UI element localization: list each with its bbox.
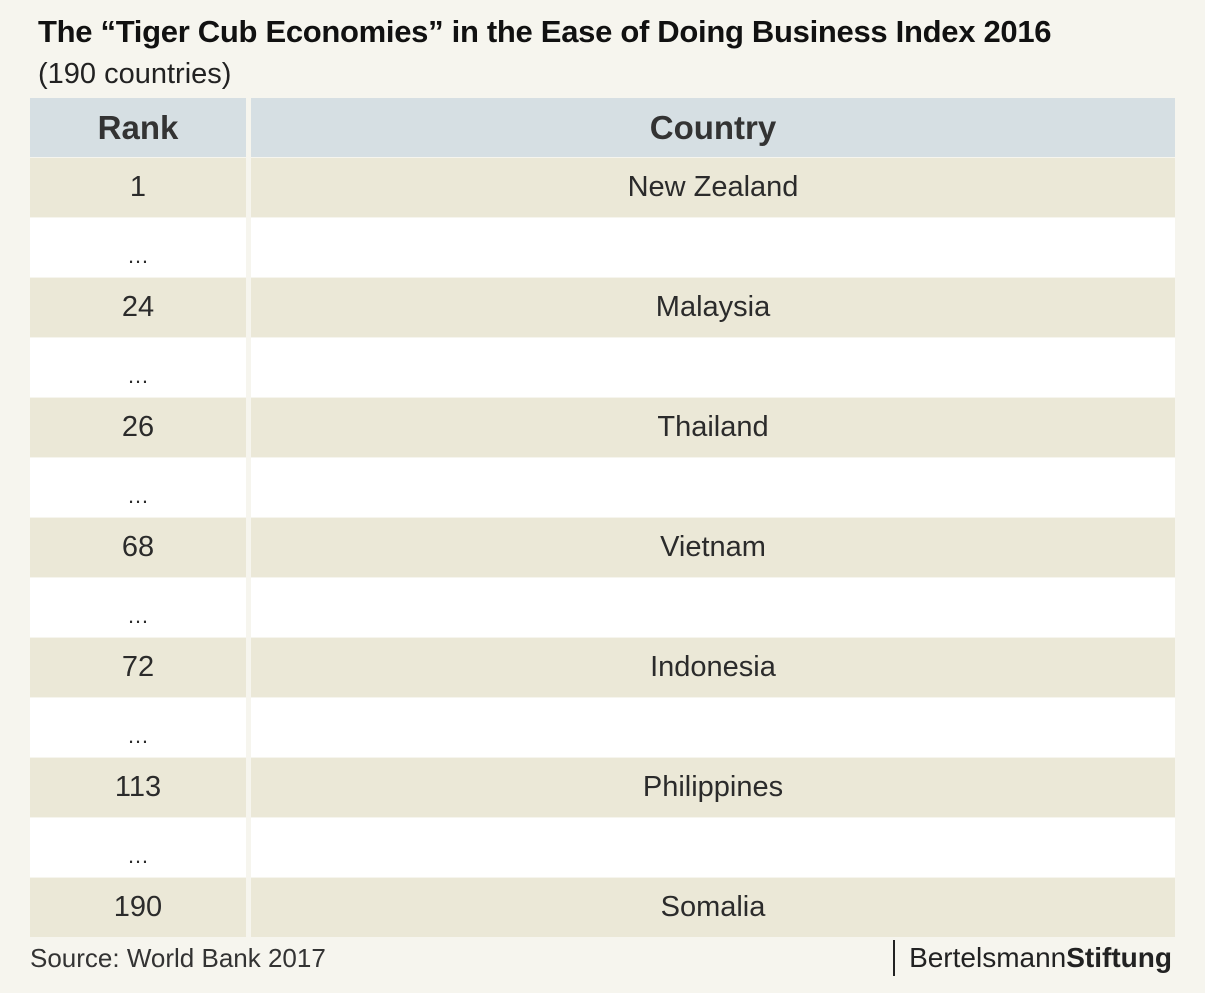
table-row: …	[30, 218, 1175, 277]
rank-cell: 113	[30, 758, 246, 817]
bertelsmann-stiftung-logo: Bertelsmann Stiftung	[893, 940, 1172, 976]
table-row: 68 Vietnam	[30, 518, 1175, 577]
country-cell: Thailand	[251, 398, 1175, 457]
rank-cell: …	[30, 698, 246, 757]
table-row: 1 New Zealand	[30, 158, 1175, 217]
table-body: 1 New Zealand… 24 Malaysia… 26 Thailand… 68 Vie…	[30, 158, 1175, 937]
logo-part-bertelsmann: Bertelsmann	[909, 942, 1067, 973]
table-row: …	[30, 458, 1175, 517]
country-cell: Somalia	[251, 878, 1175, 937]
country-cell	[251, 818, 1175, 877]
ranking-table: Rank Country 1 New Zealand… 24 Malaysia… 26 T…	[30, 98, 1175, 938]
rank-cell: …	[30, 578, 246, 637]
country-cell	[251, 698, 1175, 757]
table-row: 26 Thailand	[30, 398, 1175, 457]
rank-cell: 68	[30, 518, 246, 577]
table-row: …	[30, 578, 1175, 637]
country-cell	[251, 458, 1175, 517]
country-cell: Malaysia	[251, 278, 1175, 337]
rank-cell: …	[30, 818, 246, 877]
country-cell: Philippines	[251, 758, 1175, 817]
table-row: 72 Indonesia	[30, 638, 1175, 697]
table-row: 113 Philippines	[30, 758, 1175, 817]
chart-title: The “Tiger Cub Economies” in the Ease of…	[38, 14, 1052, 49]
table-row: …	[30, 818, 1175, 877]
chart-subtitle: (190 countries)	[38, 58, 232, 90]
header-country: Country	[251, 98, 1175, 157]
country-cell: Indonesia	[251, 638, 1175, 697]
table-header-row: Rank Country	[30, 98, 1175, 157]
source-note: Source: World Bank 2017	[30, 943, 326, 973]
country-cell	[251, 578, 1175, 637]
country-cell: New Zealand	[251, 158, 1175, 217]
rank-cell: …	[30, 338, 246, 397]
rank-cell: 72	[30, 638, 246, 697]
logo-part-stiftung: Stiftung	[1066, 942, 1172, 973]
table-row: …	[30, 338, 1175, 397]
rank-cell: …	[30, 218, 246, 277]
table-row: 190 Somalia	[30, 878, 1175, 937]
country-cell	[251, 338, 1175, 397]
header-rank: Rank	[30, 98, 246, 157]
table-row: …	[30, 698, 1175, 757]
country-cell: Vietnam	[251, 518, 1175, 577]
rank-cell: 190	[30, 878, 246, 937]
country-cell	[251, 218, 1175, 277]
rank-cell: …	[30, 458, 246, 517]
rank-cell: 1	[30, 158, 246, 217]
rank-cell: 24	[30, 278, 246, 337]
table-row: 24 Malaysia	[30, 278, 1175, 337]
rank-cell: 26	[30, 398, 246, 457]
